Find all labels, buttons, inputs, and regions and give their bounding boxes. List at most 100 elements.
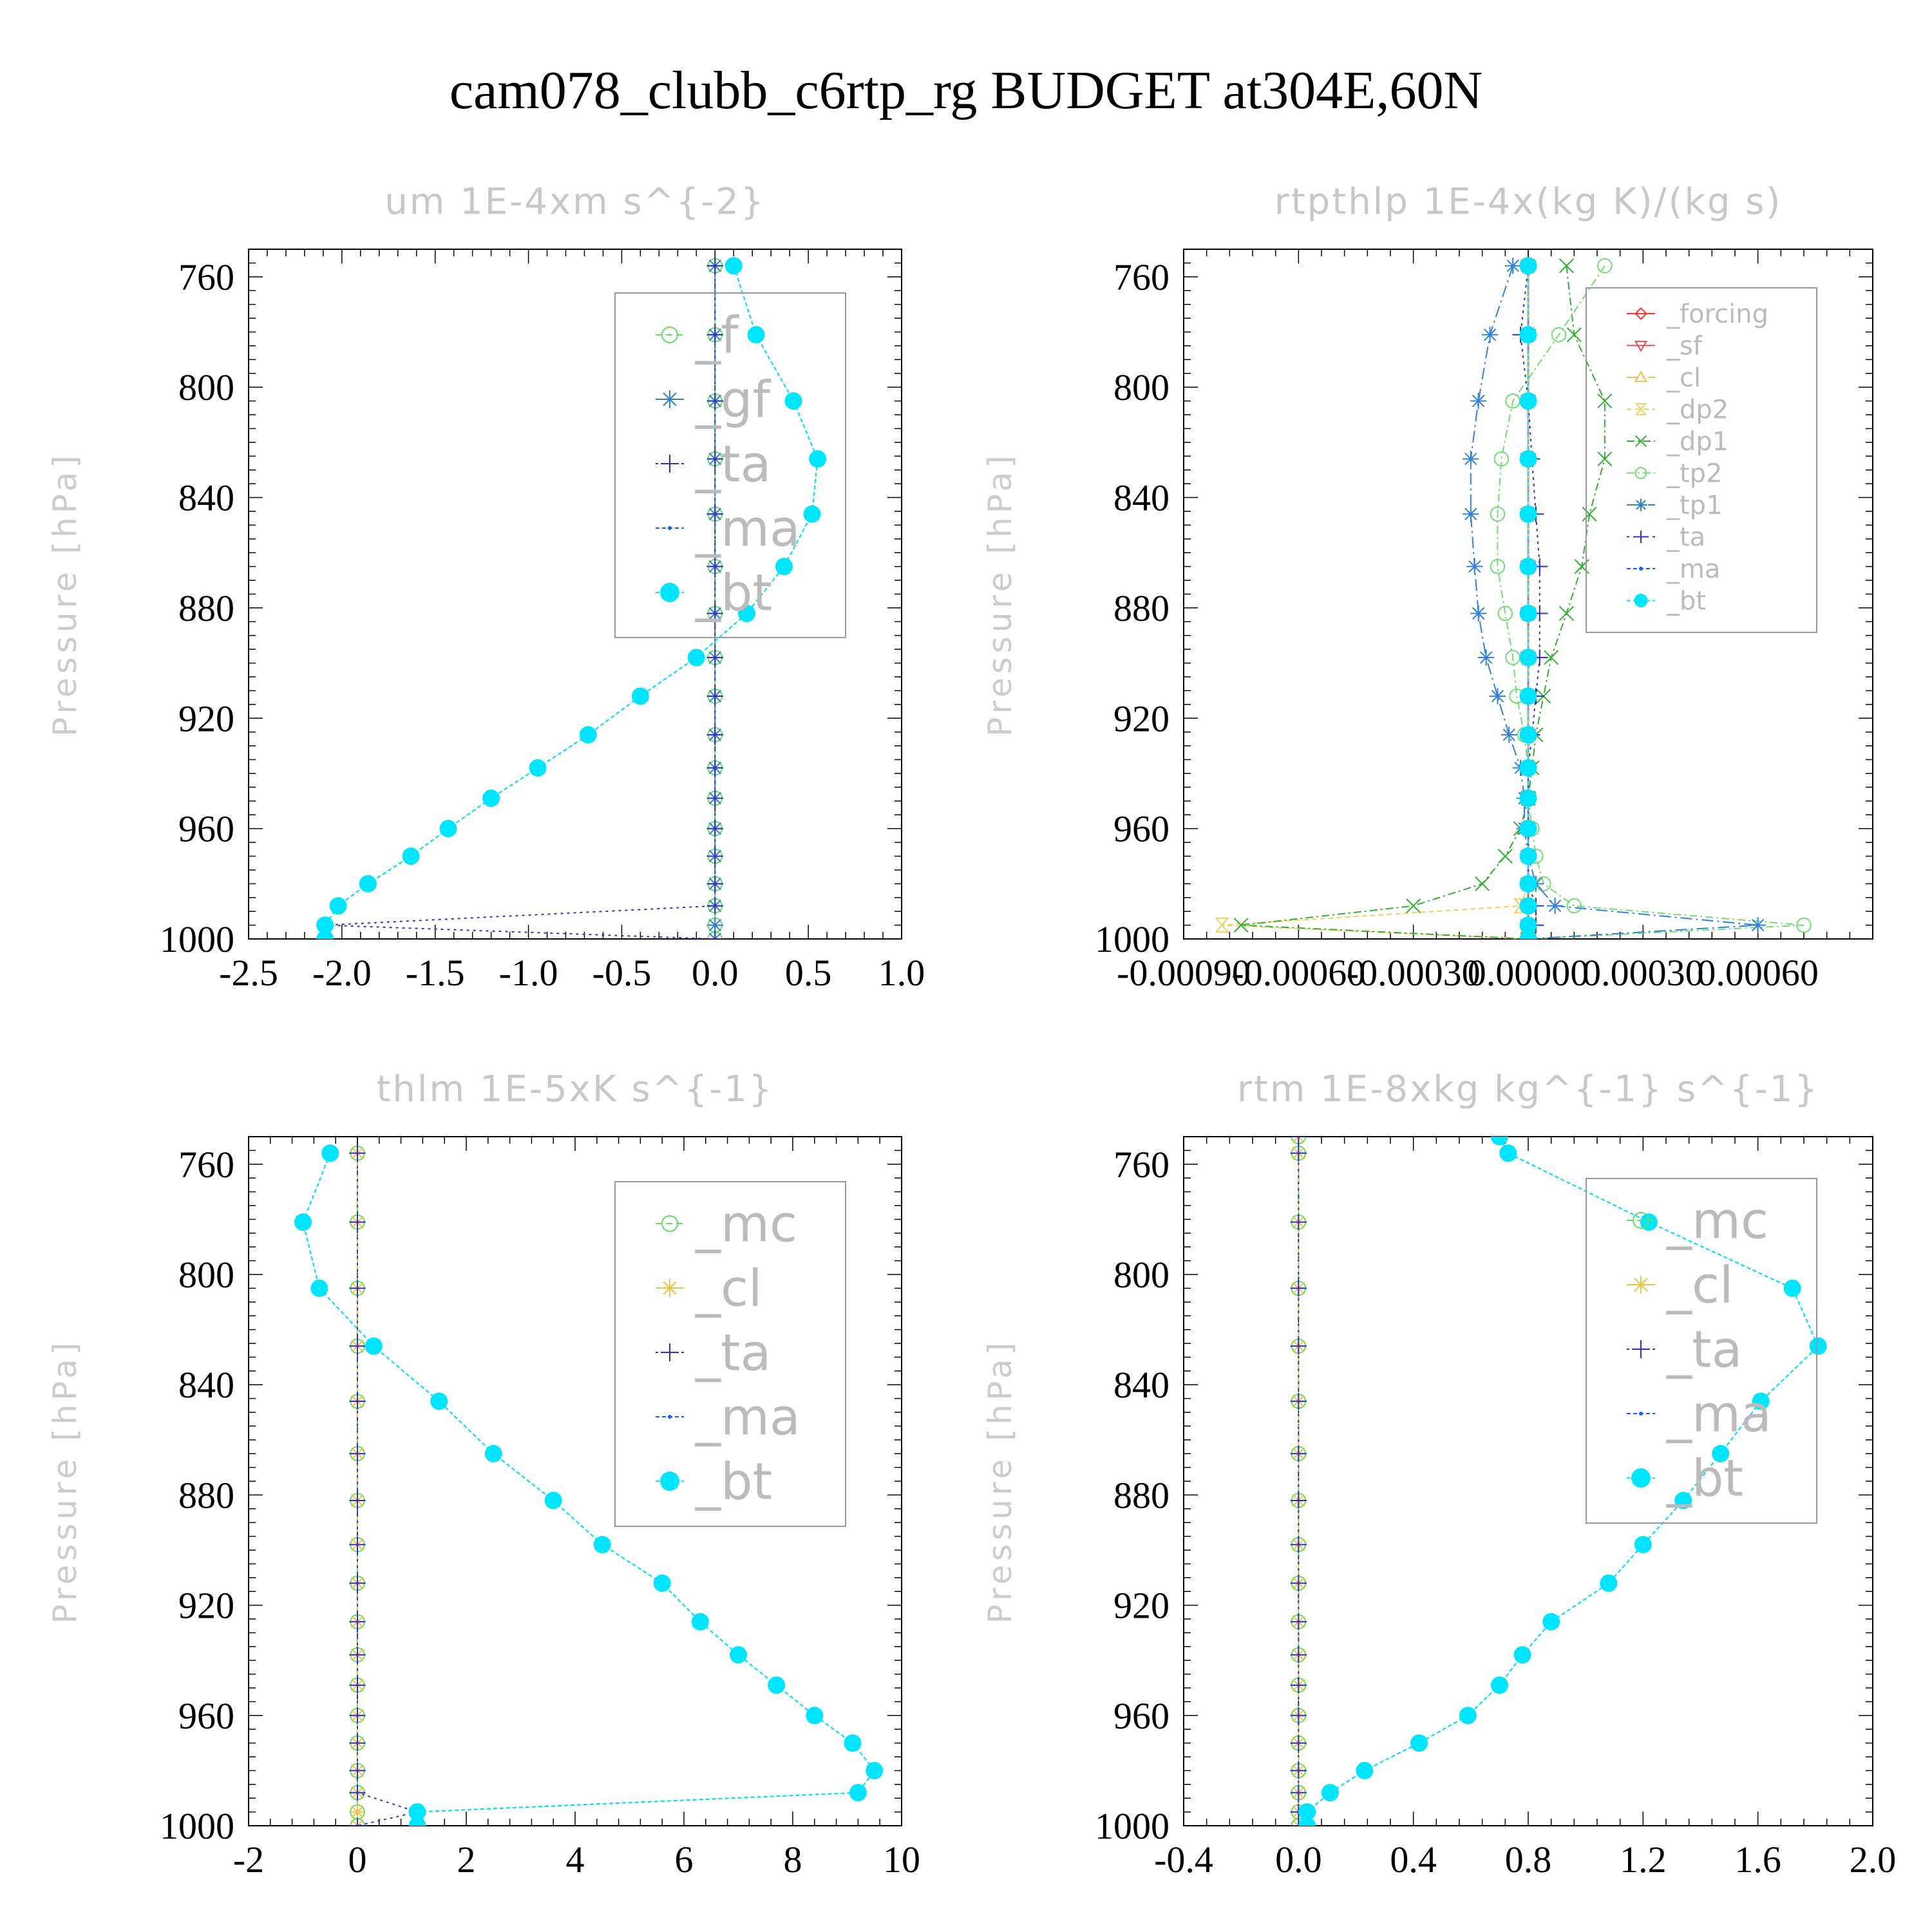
data-point_dp1 — [1497, 848, 1513, 864]
data-point_ta — [1290, 1280, 1307, 1296]
x-tick-label: 0.00060 — [1697, 952, 1819, 994]
legend-marker_cl — [661, 1279, 679, 1297]
panel-4: -0.4 0.0 0.4 0.8 1.2 1.6 2.0 760 800 840 880 920 960… — [981, 1068, 1896, 1880]
data-point_bt — [316, 930, 334, 939]
data-point_bt — [579, 726, 597, 744]
legend-marker_mc — [1633, 1212, 1649, 1229]
plot-frame — [1183, 1136, 1873, 1826]
data-point_ta — [1290, 1492, 1307, 1509]
legend-marker_ta — [661, 455, 679, 473]
data-point_dp1 — [1233, 918, 1249, 933]
data-point_dp1 — [1558, 605, 1574, 621]
x-tick-label: -0.5 — [592, 952, 652, 994]
data-point_bt — [482, 790, 500, 808]
y-axis-label: Pressure [hPa] — [981, 1339, 1019, 1624]
data-point_tp2 — [1597, 258, 1613, 274]
y-tick-label: 800 — [1113, 366, 1170, 408]
data-point_ta — [349, 1338, 366, 1354]
series-line_ta — [1520, 265, 1540, 939]
series-line_ma — [302, 1153, 876, 1826]
y-tick-label: 760 — [178, 1144, 234, 1186]
data-point_tp2 — [1490, 506, 1506, 522]
data-point_bt — [402, 847, 420, 865]
y-tick-label: 960 — [1113, 1695, 1170, 1737]
x-tick-label: 0.0 — [692, 952, 739, 994]
y-tick-label: 760 — [178, 256, 234, 298]
series-line_bt — [302, 1153, 876, 1826]
x-tick-label: 0.00030 — [1582, 952, 1704, 994]
data-point_tp1 — [1470, 393, 1487, 410]
data-point_ta — [349, 1575, 366, 1591]
x-tick-label: 0.8 — [1505, 1839, 1552, 1880]
data-point_bt — [1519, 450, 1537, 468]
legend-label: _ta — [695, 1324, 771, 1382]
y-tick-label: 800 — [178, 1254, 234, 1296]
data-point_dp1 — [1597, 393, 1613, 409]
data-point_tp1 — [1489, 688, 1506, 705]
data-point_ta — [1290, 1707, 1307, 1724]
legend-label: _mc — [1666, 1192, 1768, 1250]
data-point_bt — [1298, 1803, 1316, 1821]
data-point_dp2 — [1215, 917, 1229, 933]
y-tick-label: 840 — [1113, 1364, 1170, 1406]
y-tick-label: 760 — [1113, 256, 1170, 298]
y-tick-label: 920 — [1113, 697, 1170, 739]
data-point_tp1 — [1463, 450, 1479, 468]
x-tick-label: -0.00060 — [1231, 952, 1365, 994]
legend-label: _cl — [1666, 1256, 1734, 1314]
data-point_ta — [349, 1492, 366, 1509]
data-point_ta — [349, 1735, 366, 1752]
data-point_bt — [1519, 726, 1537, 744]
legend-label: _ma — [695, 1388, 800, 1446]
legend-marker_cl — [1632, 1276, 1650, 1294]
data-point_bt — [430, 1392, 448, 1410]
data-point_bt — [809, 450, 827, 468]
y-axis-label: Pressure [hPa] — [981, 451, 1019, 737]
data-point_ta — [1290, 1536, 1307, 1553]
y-tick-label: 800 — [1113, 1254, 1170, 1296]
data-point_ta — [1290, 1575, 1307, 1591]
y-tick-label: 960 — [178, 808, 234, 850]
data-point_bt — [1519, 916, 1537, 934]
data-point_bt — [329, 897, 347, 915]
data-point_bt — [1519, 505, 1537, 523]
data-point_ta — [349, 1707, 366, 1724]
data-point_ta — [1290, 1338, 1307, 1354]
x-tick-label: -2.0 — [312, 952, 372, 994]
data-point_bt — [310, 1279, 328, 1297]
data-point_bt — [1321, 1784, 1339, 1802]
data-point_bt — [803, 505, 821, 523]
page-title: cam078_clubb_c6rtp_rg BUDGET at304E,60N — [449, 61, 1483, 120]
legend-marker_bt — [1631, 1468, 1651, 1488]
data-point_bt — [724, 257, 743, 275]
data-point_tp1 — [1547, 897, 1564, 914]
data-point_ta — [706, 393, 723, 410]
data-point_bt — [484, 1444, 502, 1463]
legend-marker_ma — [668, 1415, 672, 1419]
data-point_bt — [1519, 790, 1537, 808]
series_dp1 — [1233, 258, 1613, 939]
data-point_bt — [768, 1676, 786, 1694]
y-tick-label: 760 — [1113, 1144, 1170, 1186]
legend-marker_ta — [661, 1343, 679, 1361]
y-tick-label: 1000 — [160, 1805, 234, 1847]
y-tick-label: 1000 — [1095, 918, 1170, 960]
y-tick-label: 880 — [178, 1474, 234, 1516]
data-point_bt — [1542, 1613, 1560, 1631]
data-point_bt — [1809, 1337, 1827, 1355]
x-tick-label: 0.0 — [1275, 1839, 1322, 1880]
y-tick-label: 880 — [1113, 587, 1170, 629]
data-point_bt — [844, 1734, 862, 1752]
data-point_ta — [349, 1445, 366, 1462]
legend-marker_bt — [1634, 594, 1648, 607]
x-tick-label: -0.00030 — [1347, 952, 1481, 994]
legend-label: _dp1 — [1666, 427, 1728, 457]
x-tick-label: 0.5 — [785, 952, 832, 994]
legend-marker_ma — [1639, 1412, 1643, 1416]
panel-3: -2 0 2 4 6 8 10 760 800 840 880 920 960 1000 thlm 1E-5… — [46, 1068, 920, 1880]
legend-label: _cl — [1666, 363, 1701, 393]
legend-label: _sf — [1666, 332, 1703, 361]
data-point_ta — [706, 327, 723, 343]
legend-label: _ma — [1666, 554, 1720, 584]
